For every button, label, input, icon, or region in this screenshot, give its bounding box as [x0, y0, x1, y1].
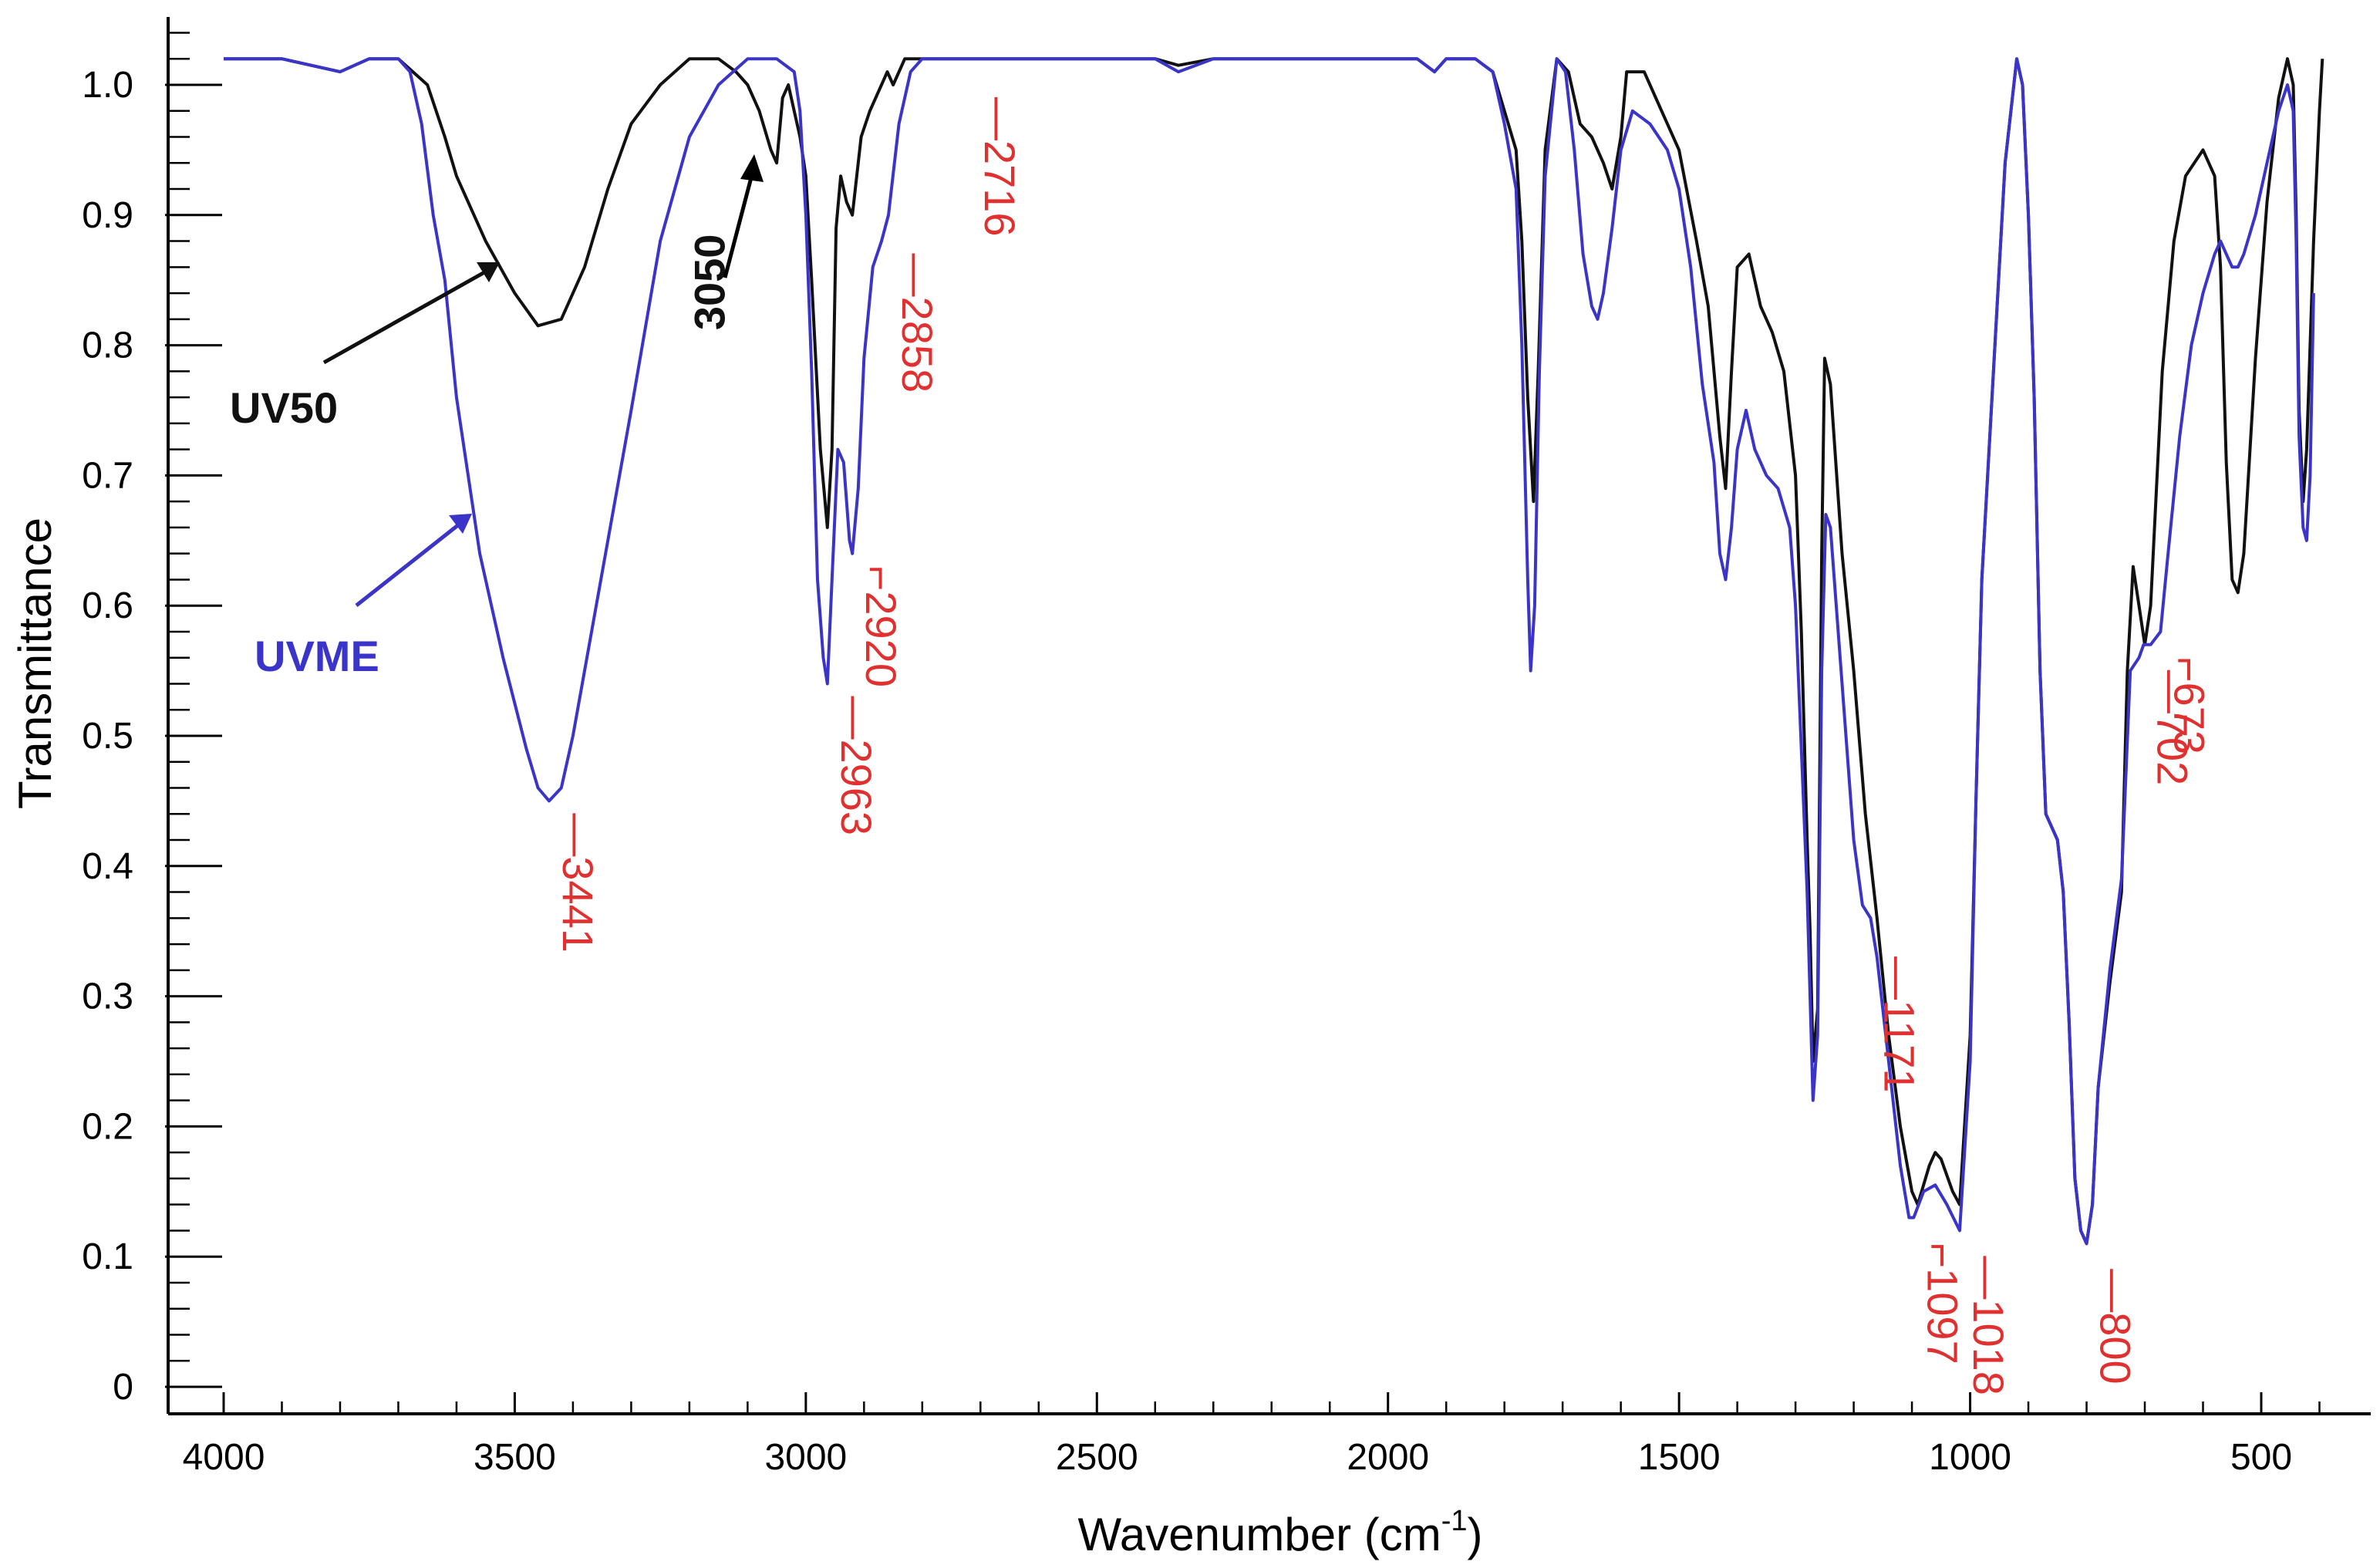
series-layer [224, 57, 2324, 1246]
x-tick-label: 500 [2230, 1437, 2292, 1478]
peak-label-2920: ⌐2920 [857, 566, 905, 687]
peak-label-673: ⌐673 [2165, 657, 2213, 754]
peak-label-text: —3441 [554, 813, 602, 953]
x-tick-label: 1500 [1638, 1437, 1721, 1478]
x-tick-label: 3500 [474, 1437, 556, 1478]
y-tick-label: 0.6 [82, 585, 133, 626]
y-tick-label: 0.2 [82, 1106, 133, 1147]
y-tick-label: 1.0 [82, 65, 133, 106]
legend-label-uvme: UVME [255, 632, 379, 680]
y-tick-label: 0.4 [82, 846, 133, 887]
legend-label-uv50: UV50 [230, 383, 338, 432]
y-tick-label: 0.5 [82, 716, 133, 757]
x-tick-label: 1000 [1929, 1437, 2011, 1478]
y-tick-label: 0.3 [82, 976, 133, 1017]
peak-label-text: —2963 [832, 696, 881, 835]
peak-label-1018: —1018 [1964, 1256, 2013, 1395]
y-tick-label: 0.7 [82, 455, 133, 496]
peak-label-text: —2716 [976, 97, 1024, 237]
y-tick-label: 0.8 [82, 325, 133, 366]
peak-label-702: —702 [2149, 670, 2197, 785]
legend-arrow-uvme-head [449, 514, 472, 534]
annotation-layer: —3441 —2963 ⌐2920 —2858 —2716 —1171 ⌐1097—1018… [230, 97, 2213, 1395]
peak-label-text: —2858 [893, 254, 942, 393]
peak-label-2716: —2716 [976, 97, 1024, 237]
x-tick-label: 2500 [1056, 1437, 1138, 1478]
y-tick-label: 0 [113, 1367, 133, 1408]
peak-label-text: —1171 [1875, 956, 1923, 1092]
peak-label-text: —800 [2092, 1269, 2140, 1384]
legend-arrow-uv50-head [477, 262, 500, 282]
x-tick-label: 3000 [764, 1437, 847, 1478]
peak-label-text: 3050 [686, 234, 734, 331]
peak-label-text: —1018 [1964, 1256, 2013, 1395]
peak-label-text: —702 [2149, 670, 2197, 785]
peak-label-2963: —2963 [832, 696, 881, 835]
axes: 0 0.1 0.2 0.3 0.4 0.5 0.6 0.7 0.8 0.9 1.0 4000 3500 3… [82, 17, 2371, 1478]
x-axis-title: Wavenumber (cm-1) [1078, 1505, 1483, 1560]
peak-label-1171: —1171 [1875, 956, 1923, 1092]
peak-label-text: ⌐673 [2165, 657, 2213, 754]
legend-arrow-uvme [355, 523, 460, 607]
peak-label-3441: —3441 [554, 813, 602, 953]
series-line-uvme [224, 57, 2315, 1246]
x-tick-label: 2000 [1347, 1437, 1429, 1478]
y-tick-label: 0.1 [82, 1236, 133, 1277]
peak-label-3050: 3050 [686, 234, 734, 331]
y-axis-title: Transmittance [9, 518, 61, 809]
peak-label-text: ⌐2920 [857, 566, 905, 687]
legend-arrow-uv50 [322, 269, 487, 365]
peak-label-text: ⌐1097 [1918, 1243, 1967, 1364]
peak-label-800: —800 [2092, 1269, 2140, 1384]
x-axis-title-end: ) [1468, 1509, 1483, 1560]
x-tick-label: 4000 [183, 1437, 265, 1478]
y-tick-label: 0.9 [82, 195, 133, 236]
x-axis-title-superscript: -1 [1441, 1505, 1468, 1537]
peak-label-2858: —2858 [893, 254, 942, 393]
x-axis-title-main: Wavenumber (cm [1078, 1509, 1441, 1560]
arrow-3050-head [740, 154, 764, 182]
arrow-3050 [723, 165, 757, 278]
peak-label-1097: ⌐1097 [1918, 1243, 1967, 1364]
